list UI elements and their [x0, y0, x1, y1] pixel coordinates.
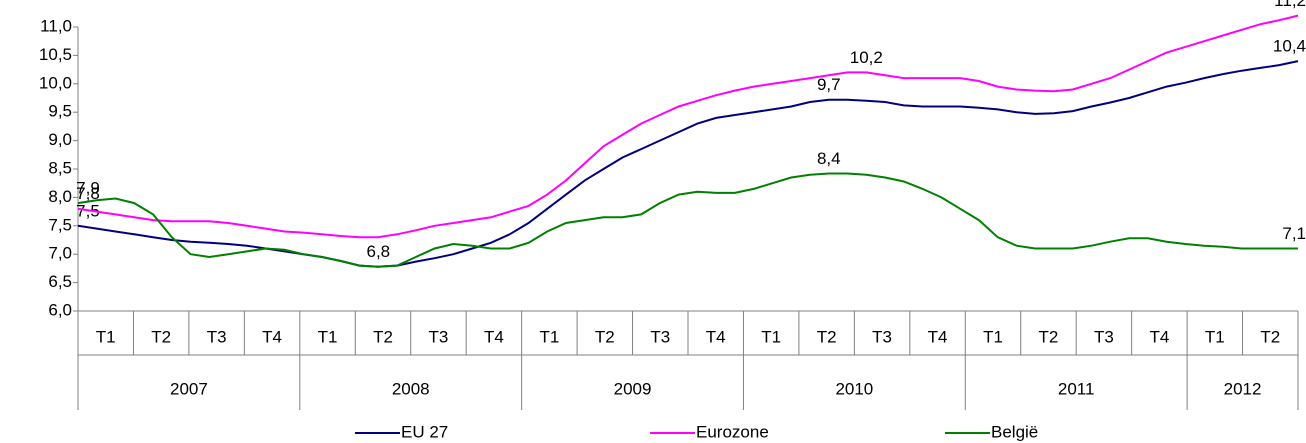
quarter-label: T3: [429, 327, 449, 346]
quarter-label: T2: [595, 327, 615, 346]
data-label: 11,2: [1274, 0, 1306, 10]
quarter-label: T2: [151, 327, 171, 346]
y-tick-label: 11,0: [40, 16, 72, 35]
data-label: 6,8: [366, 242, 390, 261]
data-label: 8,4: [817, 149, 841, 168]
legend-label: EU 27: [401, 422, 448, 441]
quarter-label: T2: [1260, 327, 1280, 346]
year-label: 2009: [614, 379, 652, 398]
data-label: 7,9: [76, 179, 100, 198]
quarter-label: T3: [650, 327, 670, 346]
y-tick-label: 10,5: [39, 45, 72, 64]
y-tick-label: 9,5: [48, 102, 72, 121]
data-label: 10,4: [1273, 37, 1306, 56]
quarter-label: T4: [706, 327, 726, 346]
quarter-label: T1: [96, 327, 116, 346]
quarter-label: T1: [539, 327, 559, 346]
quarter-label: T4: [262, 327, 282, 346]
quarter-label: T2: [817, 327, 837, 346]
data-label: 7,1: [1282, 224, 1306, 243]
y-tick-label: 7,5: [48, 215, 72, 234]
quarter-label: T2: [373, 327, 393, 346]
year-label: 2010: [835, 379, 873, 398]
year-label: 2007: [170, 379, 208, 398]
year-label: 2008: [392, 379, 430, 398]
quarter-label: T4: [1149, 327, 1169, 346]
quarter-label: T1: [761, 327, 781, 346]
quarter-label: T1: [983, 327, 1003, 346]
y-tick-label: 6,0: [48, 300, 72, 319]
quarter-label: T1: [1205, 327, 1225, 346]
year-label: 2012: [1224, 379, 1262, 398]
series-line: [77, 14, 1299, 239]
series-line: [77, 60, 1299, 268]
y-tick-label: 8,5: [48, 158, 72, 177]
quarter-label: T3: [872, 327, 892, 346]
quarter-label: T1: [318, 327, 338, 346]
data-label: 7,8: [76, 184, 100, 203]
data-label: 9,7: [817, 75, 841, 94]
legend-label: België: [991, 422, 1038, 441]
y-tick-label: 10,0: [39, 73, 72, 92]
quarter-label: T3: [1094, 327, 1114, 346]
y-tick-label: 8,0: [48, 187, 72, 206]
legend-label: Eurozone: [696, 422, 769, 441]
y-tick-label: 6,5: [48, 272, 72, 291]
year-label: 2011: [1058, 379, 1095, 398]
quarter-label: T3: [207, 327, 227, 346]
quarter-label: T4: [928, 327, 948, 346]
quarter-label: T4: [484, 327, 504, 346]
series-line: [77, 172, 1298, 268]
y-tick-label: 7,0: [48, 244, 72, 263]
data-label: 10,2: [850, 48, 883, 67]
quarter-label: T2: [1039, 327, 1059, 346]
y-tick-label: 9,0: [48, 130, 72, 149]
